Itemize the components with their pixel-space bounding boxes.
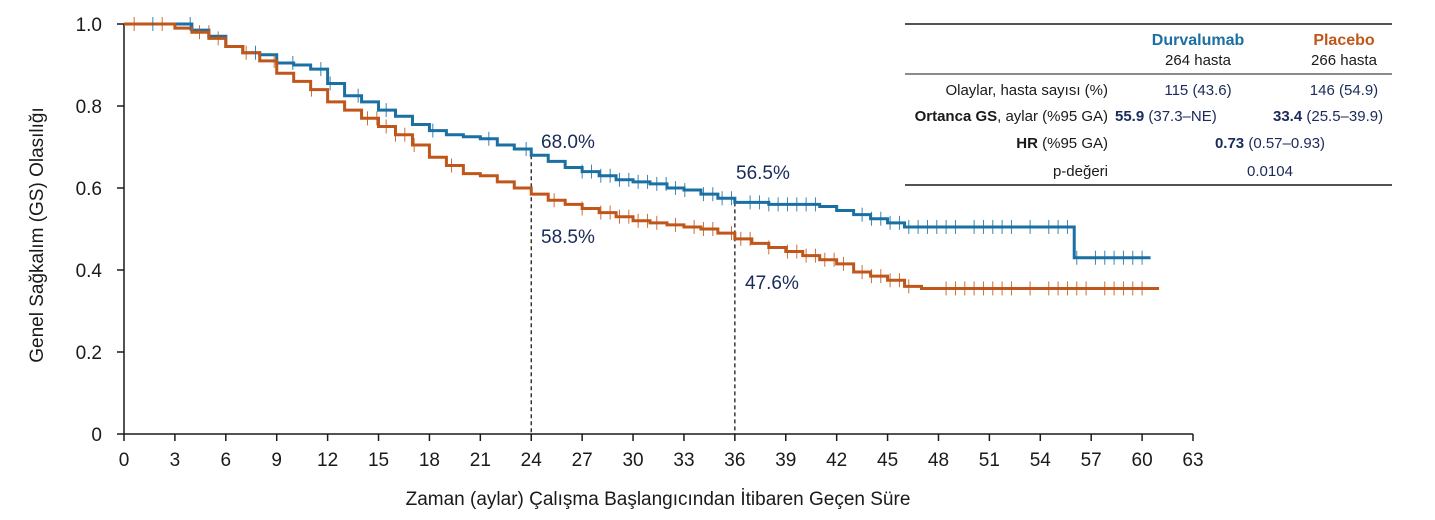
x-tick-label: 63 [1182, 450, 1203, 471]
annotation-durva-36: 56.5% [736, 163, 790, 184]
row-median-placebo: 33.4 (25.5–39.9) [1273, 108, 1383, 125]
x-tick-label: 24 [521, 450, 543, 471]
annotation-placebo-36: 47.6% [745, 273, 799, 294]
x-tick-group: 0 3 6 9 12 15 18 21 24 27 30 33 36 39 42 45 48 51 54 57 60 63 [119, 434, 1204, 471]
row-p-value: 0.0104 [1247, 163, 1293, 180]
y-axis-title: Genel Sağkalım (GS) Olasılığı [27, 107, 48, 363]
row-p-label: p-değeri [1053, 163, 1108, 180]
row-events-label: Olaylar, hasta sayısı (%) [945, 82, 1108, 99]
row-hr-value-rest: (0.57–0.93) [1244, 135, 1325, 152]
x-tick-label: 51 [979, 450, 1000, 471]
row-median-durva-bold: 55.9 [1115, 108, 1144, 125]
x-tick-label: 39 [775, 450, 796, 471]
x-tick-label: 36 [724, 450, 745, 471]
row-median-durva: 55.9 (37.3–NE) [1115, 108, 1217, 125]
x-tick-label: 0 [119, 450, 130, 471]
y-tick-label: 0 [91, 425, 102, 446]
x-tick-label: 30 [622, 450, 643, 471]
reference-lines [530, 155, 736, 434]
y-tick-label: 0.4 [76, 261, 103, 282]
row-median-label: Ortanca GS, aylar (%95 GA) [915, 108, 1108, 125]
header-durvalumab-n: 264 hasta [1165, 52, 1232, 69]
y-tick-group: 0 0.2 0.4 0.6 0.8 1.0 [76, 15, 124, 446]
row-median-durva-rest: (37.3–NE) [1144, 108, 1217, 125]
y-tick-label: 0.2 [76, 343, 102, 364]
x-tick-label: 45 [877, 450, 898, 471]
row-events-durva: 115 (43.6) [1164, 82, 1231, 99]
annotation-placebo-24: 58.5% [541, 227, 595, 248]
x-tick-label: 3 [170, 450, 181, 471]
x-tick-label: 57 [1081, 450, 1102, 471]
censor-marks [133, 17, 1143, 296]
x-tick-label: 54 [1030, 450, 1052, 471]
row-median-placebo-bold: 33.4 [1273, 108, 1303, 125]
x-tick-label: 33 [673, 450, 694, 471]
row-hr-value-bold: 0.73 [1215, 135, 1244, 152]
x-tick-label: 18 [419, 450, 440, 471]
row-hr-label: HR (%95 GA) [1016, 135, 1108, 152]
row-hr-label-bold: HR [1016, 135, 1038, 152]
x-tick-label: 9 [271, 450, 282, 471]
header-placebo-n: 266 hasta [1311, 52, 1378, 69]
y-tick-label: 0.6 [76, 179, 102, 200]
x-tick-label: 12 [317, 450, 338, 471]
x-tick-label: 21 [470, 450, 491, 471]
x-tick-label: 15 [368, 450, 389, 471]
legend-table: Durvalumab 264 hasta Placebo 266 hasta O… [905, 23, 1392, 186]
row-median-placebo-rest: (25.5–39.9) [1302, 108, 1383, 125]
series-line-durvalumab [124, 22, 1151, 260]
row-median-label-rest: , aylar (%95 GA) [997, 108, 1108, 125]
row-hr-label-rest: (%95 GA) [1038, 135, 1108, 152]
header-placebo: Placebo [1313, 32, 1375, 49]
y-tick-label: 1.0 [76, 15, 102, 36]
x-tick-label: 48 [928, 450, 949, 471]
row-events-placebo: 146 (54.9) [1310, 82, 1378, 99]
row-hr-value: 0.73 (0.57–0.93) [1215, 135, 1325, 152]
y-tick-label: 0.8 [76, 97, 102, 118]
annotation-durva-24: 68.0% [541, 132, 595, 153]
x-tick-label: 27 [572, 450, 593, 471]
x-tick-label: 60 [1132, 450, 1153, 471]
row-median-label-bold: Ortanca GS [915, 108, 998, 125]
x-tick-label: 6 [221, 450, 232, 471]
header-durvalumab: Durvalumab [1152, 32, 1245, 49]
x-axis-title: Zaman (aylar) Çalışma Başlangıcından İti… [406, 489, 911, 510]
series-group [124, 22, 1160, 290]
x-tick-label: 42 [826, 450, 847, 471]
